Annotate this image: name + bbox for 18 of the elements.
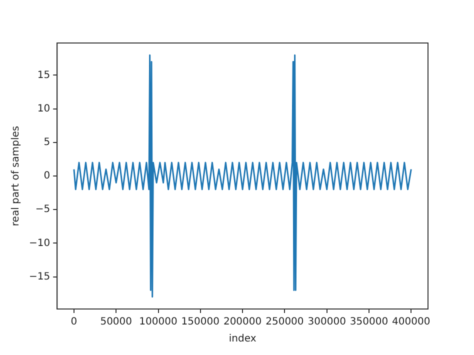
y-tick-label: −15 bbox=[28, 271, 50, 282]
y-tick-label: −5 bbox=[35, 204, 50, 216]
y-tick-label: 0 bbox=[44, 170, 50, 182]
x-axis-title: index bbox=[228, 334, 256, 345]
x-tick-label: 0 bbox=[70, 316, 78, 328]
x-tick-label: 400000 bbox=[392, 316, 430, 328]
x-tick-label: 200000 bbox=[223, 316, 262, 328]
x-tick-label: 250000 bbox=[266, 316, 304, 328]
y-tick-label: −10 bbox=[28, 238, 50, 249]
y-axis-title: real part of samples bbox=[10, 126, 22, 226]
y-tick-label: 10 bbox=[37, 103, 50, 114]
y-tick-label: 5 bbox=[44, 137, 50, 148]
y-tick-label: 15 bbox=[37, 70, 50, 81]
x-tick-label: 50000 bbox=[100, 316, 132, 328]
x-tick-label: 350000 bbox=[350, 316, 388, 328]
x-tick-label: 100000 bbox=[139, 316, 178, 328]
x-tick-label: 150000 bbox=[181, 316, 220, 328]
x-tick-label: 300000 bbox=[308, 316, 346, 328]
